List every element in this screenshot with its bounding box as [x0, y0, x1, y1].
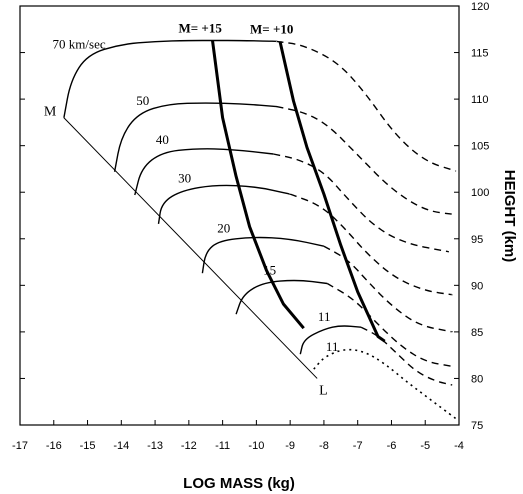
- y-tick-label: 105: [471, 141, 489, 153]
- velocity-curve-solid: [113, 102, 278, 172]
- velocity-label: 50: [136, 93, 149, 108]
- velocity-label: 15: [263, 263, 276, 278]
- y-axis-title: HEIGHT (km): [501, 170, 518, 263]
- x-tick-label: -13: [147, 440, 163, 452]
- velocity-curve-solid: [201, 236, 325, 274]
- x-tick-label: -16: [46, 440, 62, 452]
- velocity-curve-dashed: [276, 40, 457, 172]
- boundary-line: [63, 117, 318, 379]
- y-axis-ticks: 75 80 85 90 95 100 105 110 115 120: [20, 1, 489, 432]
- magnitude-lines: [211, 40, 386, 343]
- velocity-curve-solid: [299, 325, 362, 355]
- dotted-curve: [313, 348, 457, 420]
- velocity-curve-dashed: [289, 193, 453, 296]
- x-tick-label: -11: [215, 440, 230, 452]
- velocity-label: 30: [178, 170, 191, 185]
- velocity-curve-dashed: [276, 105, 456, 216]
- velocity-curve-solid: [63, 39, 278, 118]
- x-tick-label: -15: [80, 440, 96, 452]
- x-tick-label: -10: [248, 440, 264, 452]
- x-tick-label: -6: [387, 440, 397, 452]
- x-tick-label: -9: [285, 440, 295, 452]
- velocity-curve-dashed: [360, 326, 453, 386]
- y-tick-label: 95: [471, 234, 483, 246]
- x-tick-label: -7: [353, 440, 363, 452]
- y-tick-label: 85: [471, 327, 483, 339]
- curve-labels: M L 70 km/sec 50 40 30 20 15 11 11 M= +15 M= +10: [44, 20, 339, 398]
- y-tick-label: 75: [471, 420, 483, 432]
- boundary-label-m: M: [44, 105, 57, 120]
- velocity-curve-solid: [157, 184, 291, 225]
- velocity-curve-solid: [134, 148, 274, 196]
- y-tick-label: 90: [471, 280, 483, 292]
- x-tick-label: -4: [454, 440, 464, 452]
- plot-frame: [19, 5, 460, 426]
- velocity-curve-dashed: [326, 282, 453, 367]
- magnitude-line: [278, 41, 386, 343]
- y-tick-label: 110: [471, 94, 489, 106]
- velocity-label: 40: [156, 132, 169, 147]
- velocity-curve-dashed: [273, 153, 450, 253]
- magnitude-line: [211, 40, 305, 330]
- boundary-label-l: L: [319, 383, 328, 398]
- x-axis-title: LOG MASS (kg): [183, 475, 295, 492]
- y-tick-label: 100: [471, 187, 489, 199]
- x-tick-label: -17: [12, 440, 28, 452]
- y-tick-label: 120: [471, 1, 489, 13]
- x-axis-ticks: -17 -16 -15 -14 -13 -12 -11 -10 -9 -8 -7 -6 -5 -4: [12, 420, 464, 452]
- x-tick-label: -12: [181, 440, 197, 452]
- velocity-label: 70 km/sec: [53, 36, 106, 51]
- magnitude-label: M= +15: [178, 20, 222, 35]
- x-tick-label: -8: [319, 440, 329, 452]
- dotted-curve-label: 11: [326, 339, 339, 354]
- velocity-label: 20: [217, 221, 230, 236]
- velocity-label: 11: [318, 309, 331, 324]
- velocity-curves: [63, 39, 457, 420]
- x-tick-label: -5: [420, 440, 430, 452]
- y-tick-label: 80: [471, 373, 483, 385]
- y-tick-label: 115: [471, 48, 489, 60]
- velocity-curve-dashed: [323, 245, 453, 333]
- velocity-curve-solid: [235, 279, 328, 315]
- x-tick-label: -14: [113, 440, 129, 452]
- magnitude-label: M= +10: [250, 21, 293, 36]
